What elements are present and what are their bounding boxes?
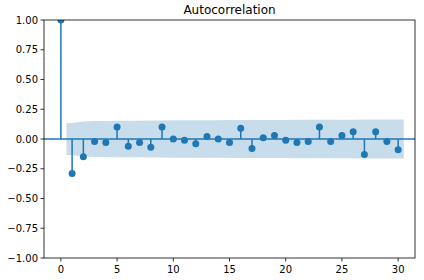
- y-tick: [41, 49, 45, 50]
- x-tick: [117, 258, 118, 262]
- x-tick: [60, 258, 61, 262]
- marker: [147, 144, 154, 151]
- x-tick-label: 10: [167, 264, 180, 275]
- marker: [338, 132, 345, 139]
- marker: [305, 138, 312, 145]
- plot-background: [44, 20, 415, 258]
- marker: [91, 138, 98, 145]
- y-tick-label: 0.50: [16, 74, 38, 85]
- marker: [237, 125, 244, 132]
- y-tick: [41, 139, 45, 140]
- marker: [125, 143, 132, 150]
- marker: [293, 139, 300, 146]
- marker: [159, 124, 166, 131]
- y-tick: [41, 79, 45, 80]
- x-tick-label: 30: [392, 264, 405, 275]
- marker: [327, 138, 334, 145]
- y-tick-label: 1.00: [16, 15, 38, 26]
- marker: [80, 153, 87, 160]
- marker: [350, 128, 357, 135]
- marker: [260, 134, 267, 141]
- marker: [102, 139, 109, 146]
- x-tick-label: 20: [279, 264, 292, 275]
- y-tick-label: 0.25: [16, 104, 38, 115]
- marker: [383, 138, 390, 145]
- x-tick: [229, 258, 230, 262]
- data-group: [44, 20, 415, 177]
- y-tick: [41, 228, 45, 229]
- y-tick: [41, 109, 45, 110]
- marker: [282, 137, 289, 144]
- y-tick: [41, 20, 45, 21]
- x-tick: [285, 258, 286, 262]
- stem: [71, 139, 73, 174]
- chart: 0 5 10 15 20 25 30 −1.00 −0.75 −0.50 −0.25 0.00 0.25…: [0, 0, 424, 280]
- frame: [44, 20, 415, 258]
- marker: [361, 151, 368, 158]
- y-tick-label: −0.25: [7, 163, 38, 174]
- stem: [60, 20, 62, 139]
- marker: [395, 146, 402, 153]
- marker: [372, 128, 379, 135]
- marker: [57, 20, 64, 24]
- x-tick-label: 5: [114, 264, 120, 275]
- marker: [215, 136, 222, 143]
- marker: [248, 145, 255, 152]
- marker: [181, 137, 188, 144]
- marker: [114, 124, 121, 131]
- y-tick-label: 0.00: [16, 134, 38, 145]
- y-tick: [41, 258, 45, 259]
- marker: [69, 170, 76, 177]
- y-tick-label: −0.75: [7, 223, 38, 234]
- marker: [192, 140, 199, 147]
- x-tick: [398, 258, 399, 262]
- marker: [226, 139, 233, 146]
- x-tick-label: 25: [336, 264, 349, 275]
- y-tick-label: 0.75: [16, 44, 38, 55]
- marker: [271, 132, 278, 139]
- marker: [316, 124, 323, 131]
- x-tick: [341, 258, 342, 262]
- marker: [204, 133, 211, 140]
- marker: [136, 139, 143, 146]
- marker: [170, 136, 177, 143]
- x-tick-label: 0: [58, 264, 64, 275]
- x-tick: [173, 258, 174, 262]
- y-tick: [41, 168, 45, 169]
- y-tick-label: −1.00: [7, 253, 38, 264]
- y-tick: [41, 198, 45, 199]
- y-tick-label: −0.50: [7, 193, 38, 204]
- x-tick-label: 15: [223, 264, 236, 275]
- title: Autocorrelation: [183, 3, 275, 17]
